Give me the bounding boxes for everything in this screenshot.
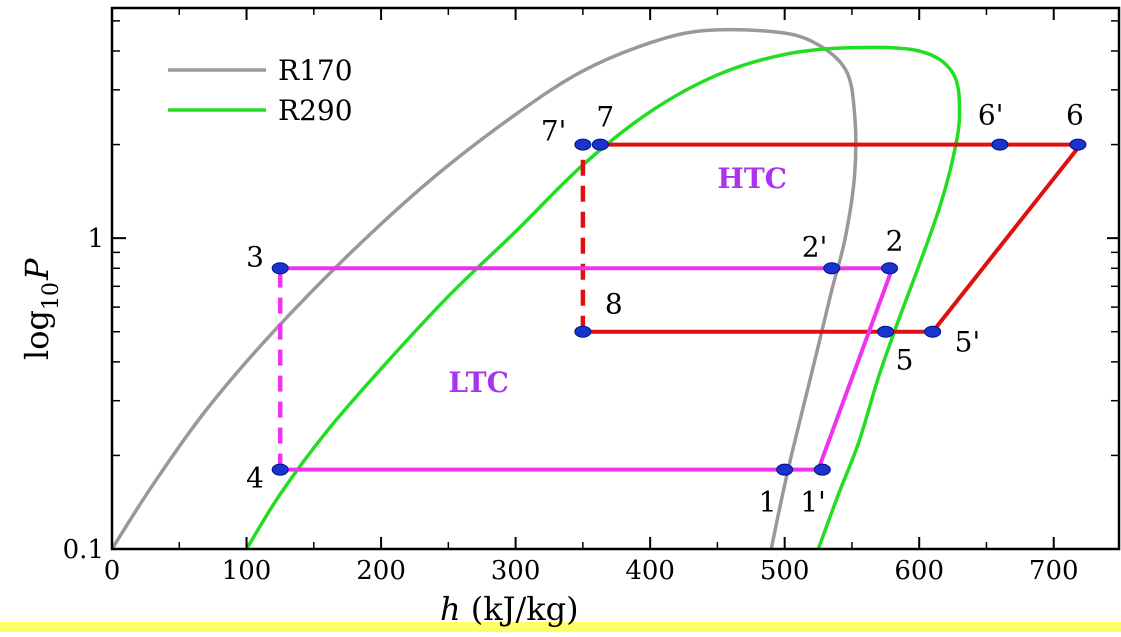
legend-label-r290: R290 xyxy=(278,94,353,127)
state-point-label-1-prime: 1' xyxy=(800,486,826,519)
state-point-1 xyxy=(776,463,794,476)
state-point-3 xyxy=(271,262,289,275)
state-point-label-8: 8 xyxy=(605,288,623,321)
state-point-label-7-prime: 7' xyxy=(541,115,567,148)
state-point-7-prime xyxy=(574,138,592,151)
state-point-5 xyxy=(877,325,895,338)
saturation-curve-r290 xyxy=(245,45,962,550)
state-point-label-5-prime: 5' xyxy=(955,326,981,359)
y-axis-label: log10P xyxy=(18,258,64,360)
state-point-label-6: 6 xyxy=(1066,99,1084,132)
state-point-label-2-prime: 2' xyxy=(802,230,828,263)
y-tick-label: 1 xyxy=(87,224,104,254)
y-axis-base: log xyxy=(18,310,56,360)
state-point-label-1: 1 xyxy=(759,486,777,519)
x-tick-label: 300 xyxy=(491,556,541,586)
state-point-label-2: 2 xyxy=(886,224,904,257)
state-point-5-prime xyxy=(924,325,942,338)
x-tick-label: 400 xyxy=(625,556,675,586)
cycle-htc-path-0 xyxy=(582,142,1083,334)
plot-frame xyxy=(110,6,1121,551)
state-point-1-prime xyxy=(813,463,831,476)
x-tick-label: 600 xyxy=(894,556,944,586)
y-tick-label: 0.1 xyxy=(63,535,104,565)
state-point-label-3: 3 xyxy=(246,240,264,273)
axes: 0 100 200 300 400 500 600 700 0.1 1 xyxy=(63,6,1121,586)
x-tick-label: 100 xyxy=(222,556,272,586)
y-axis-variable: P xyxy=(18,258,56,281)
x-tick-label: 500 xyxy=(760,556,810,586)
bottom-highlight-strip xyxy=(0,622,1121,632)
state-point-2 xyxy=(881,262,899,275)
state-point-label-7: 7 xyxy=(596,101,614,134)
x-tick-label: 200 xyxy=(356,556,406,586)
state-point-label-5: 5 xyxy=(896,344,914,377)
cycle-htc-label: HTC xyxy=(717,162,787,195)
state-point-7 xyxy=(591,138,609,151)
state-point-8 xyxy=(574,325,592,338)
y-axis-subscript: 10 xyxy=(39,282,64,310)
legend-label-r170: R170 xyxy=(278,54,353,87)
saturation-domes xyxy=(110,27,962,550)
state-point-6 xyxy=(1069,138,1087,151)
legend: R170 R290 xyxy=(168,54,353,127)
state-point-2-prime xyxy=(823,262,841,275)
state-point-label-6-prime: 6' xyxy=(978,99,1004,132)
cycle-ltc-label: LTC xyxy=(448,366,509,399)
state-point-4 xyxy=(271,463,289,476)
x-tick-label: 0 xyxy=(104,556,121,586)
cycle-ltc-path-0 xyxy=(280,266,895,472)
x-axis-unit: (kJ/kg) xyxy=(461,590,579,628)
state-point-6-prime xyxy=(991,138,1009,151)
y-axis-label-group: log10P xyxy=(18,258,64,360)
saturation-curve-r170 xyxy=(110,27,858,550)
x-tick-label: 700 xyxy=(1029,556,1079,586)
x-axis-symbol: h xyxy=(440,590,461,628)
x-axis-label: h (kJ/kg) xyxy=(440,590,579,628)
refrigeration-cycles: HTC 7' 7 6' 6 8 5 5' LTC 3 2' 2 4 1 1' xyxy=(246,99,1087,519)
state-point-label-4: 4 xyxy=(246,462,264,495)
